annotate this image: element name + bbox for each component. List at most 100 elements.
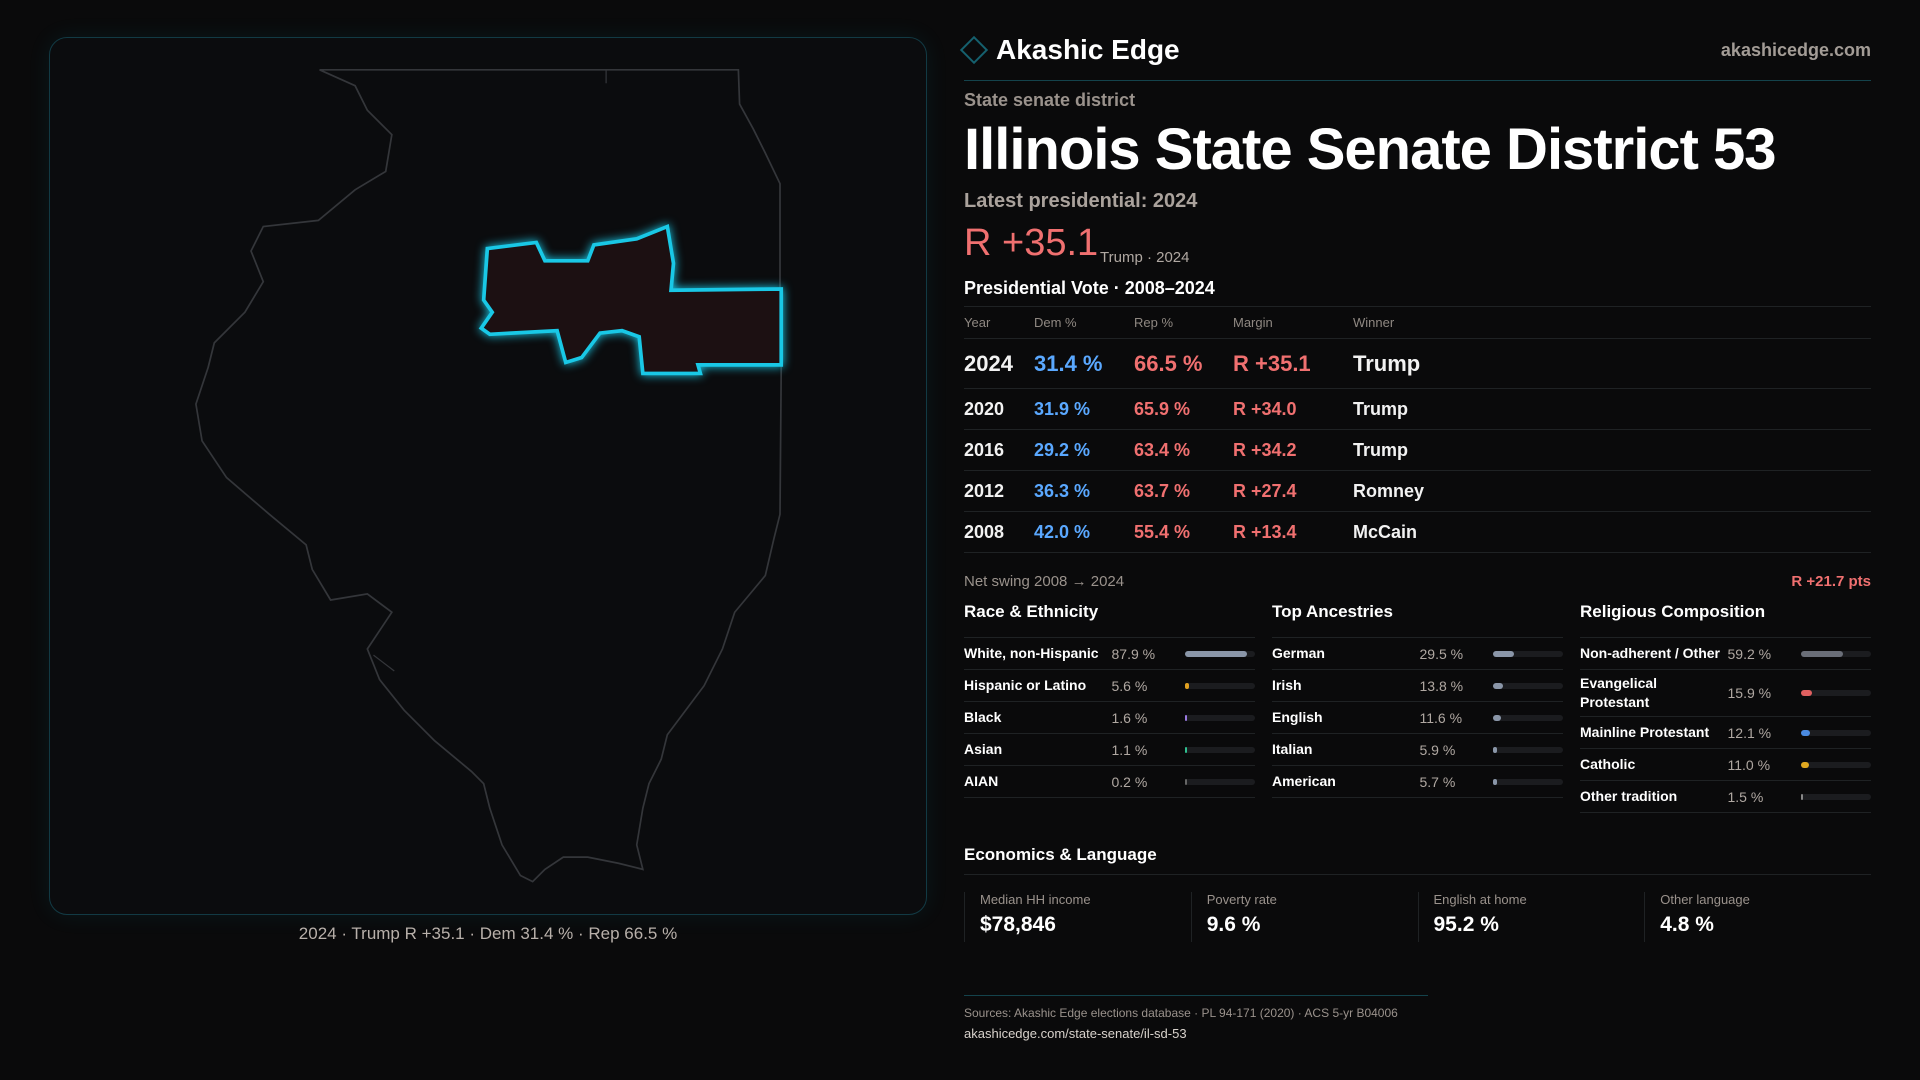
- ancestry-title: Top Ancestries: [1272, 600, 1563, 638]
- row-percent: 12.1 %: [1727, 724, 1772, 741]
- row-label: Irish: [1272, 677, 1302, 693]
- row-bar-fill: [1801, 690, 1813, 696]
- stat-value: 95.2 %: [1433, 913, 1499, 936]
- cell-dem: 36.3 %: [1034, 470, 1134, 512]
- illinois-outline: [195, 68, 783, 883]
- col-winner: Winner: [1353, 306, 1871, 339]
- stat-value: 4.8 %: [1660, 913, 1714, 936]
- row-bar-track: [1185, 778, 1256, 785]
- map-caption: 2024 · Trump R +35.1 · Dem 31.4 % · Rep …: [298, 924, 678, 943]
- stat-value: 9.6 %: [1206, 913, 1261, 936]
- cell-dem: 29.2 %: [1034, 429, 1134, 471]
- ancestry-row: Italian 5.9 %: [1272, 734, 1564, 766]
- row-bar-track: [1801, 761, 1872, 768]
- district-53-highlight[interactable]: [478, 223, 784, 376]
- stat-label: English at home: [1433, 892, 1527, 907]
- row-bar-track: [1493, 778, 1564, 785]
- religion-row: Mainline Protestant 12.1 %: [1580, 717, 1872, 749]
- row-bar-track: [1801, 793, 1872, 800]
- brand-name: Akashic Edge: [996, 34, 1180, 65]
- row-percent: 1.1 %: [1111, 741, 1148, 758]
- stat-label: Poverty rate: [1206, 892, 1277, 907]
- race-title: Race & Ethnicity: [964, 600, 1255, 638]
- row-bar-track: [1801, 650, 1872, 657]
- row-bar-fill: [1185, 778, 1188, 785]
- economics-divider: [964, 874, 1871, 875]
- row-percent: 1.5 %: [1727, 788, 1764, 805]
- row-label: Hispanic or Latino: [964, 677, 1087, 693]
- stat-card-poverty: Poverty rate 9.6 %: [1190, 892, 1418, 942]
- row-percent: 13.8 %: [1419, 677, 1464, 694]
- page-url[interactable]: akashicedge.com/state-senate/il-sd-53: [964, 1026, 1187, 1041]
- site-link[interactable]: akashicedge.com: [1720, 40, 1871, 60]
- diamond-logo-icon: [959, 35, 989, 65]
- stat-card-income: Median HH income $78,846: [964, 892, 1191, 942]
- row-label: Catholic: [1580, 756, 1636, 772]
- vote-row-2008: 2008 42.0 % 55.4 % R +13.4 McCain: [964, 511, 1871, 553]
- cell-margin: R +34.2: [1233, 429, 1353, 471]
- cell-rep: 63.7 %: [1134, 470, 1233, 512]
- ancestry-row: English 11.6 %: [1272, 702, 1564, 734]
- col-dem: Dem %: [1034, 306, 1134, 339]
- cell-winner: Romney: [1353, 470, 1871, 512]
- row-bar-fill: [1185, 746, 1188, 753]
- vote-row-2012: 2012 36.3 % 63.7 % R +27.4 Romney: [964, 470, 1871, 512]
- row-percent: 59.2 %: [1727, 645, 1772, 662]
- cell-winner: Trump: [1353, 429, 1871, 471]
- cell-rep: 55.4 %: [1134, 511, 1233, 553]
- cell-margin: R +13.4: [1233, 511, 1353, 553]
- row-label: American: [1272, 773, 1336, 789]
- latest-presidential: Latest presidential: 2024: [964, 190, 1198, 212]
- cell-year: 2012: [964, 470, 1034, 512]
- row-bar-track: [1493, 682, 1564, 689]
- vote-row-2020: 2020 31.9 % 65.9 % R +34.0 Trump: [964, 388, 1871, 430]
- vote-table-header: Year Dem % Rep % Margin Winner: [964, 306, 1871, 339]
- economics-cards: Median HH income $78,846 Poverty rate 9.6 …: [964, 892, 1871, 942]
- row-bar-track: [1493, 714, 1564, 721]
- cell-winner: Trump: [1353, 338, 1871, 389]
- row-percent: 5.6 %: [1111, 677, 1148, 694]
- row-bar-fill: [1493, 746, 1498, 753]
- row-label: Other tradition: [1580, 788, 1678, 804]
- row-bar-fill: [1185, 714, 1188, 721]
- cell-margin: R +35.1: [1233, 338, 1353, 389]
- religion-row: Catholic 11.0 %: [1580, 749, 1872, 781]
- stat-card-other-language: Other language 4.8 %: [1644, 892, 1871, 942]
- brand[interactable]: Akashic Edge: [959, 34, 1180, 66]
- footer-divider: [964, 995, 1428, 996]
- row-percent: 29.5 %: [1419, 645, 1464, 662]
- economics-title: Economics & Language: [964, 845, 1157, 864]
- stat-value: $78,846: [980, 913, 1056, 936]
- row-bar-track: [1185, 746, 1256, 753]
- row-percent: 11.6 %: [1419, 709, 1463, 726]
- row-label: Italian: [1272, 741, 1313, 757]
- row-bar-fill: [1801, 729, 1810, 736]
- race-row: AIAN 0.2 %: [964, 766, 1256, 798]
- row-bar-fill: [1493, 714, 1502, 721]
- stat-label: Other language: [1660, 892, 1750, 907]
- ancestry-section: Top Ancestries German 29.5 % Irish 13.8 %…: [1272, 600, 1564, 798]
- cell-year: 2016: [964, 429, 1034, 471]
- cell-dem: 31.4 %: [1034, 338, 1134, 389]
- cell-winner: Trump: [1353, 388, 1871, 430]
- cell-rep: 63.4 %: [1134, 429, 1233, 471]
- page-title: Illinois State Senate District 53: [964, 117, 1777, 182]
- race-row: Asian 1.1 %: [964, 734, 1256, 766]
- row-label: Evangelical Protestant: [1580, 675, 1658, 710]
- row-bar-fill: [1493, 778, 1498, 785]
- row-label: Asian: [964, 741, 1003, 757]
- cell-dem: 42.0 %: [1034, 511, 1134, 553]
- stat-card-english: English at home 95.2 %: [1417, 892, 1645, 942]
- district-type: State senate district: [964, 90, 1136, 110]
- row-bar-track: [1185, 682, 1256, 689]
- ancestry-row: German 29.5 %: [1272, 638, 1564, 670]
- religion-row: Evangelical Protestant 15.9 %: [1580, 670, 1872, 717]
- row-percent: 11.0 %: [1727, 756, 1771, 773]
- race-section: Race & Ethnicity White, non-Hispanic 87.9…: [964, 600, 1256, 798]
- race-row: Hispanic or Latino 5.6 %: [964, 670, 1256, 702]
- row-bar-fill: [1185, 682, 1190, 689]
- stat-label: Median HH income: [980, 892, 1091, 907]
- sources-text: Sources: Akashic Edge elections database…: [964, 1006, 1398, 1020]
- header-divider: [964, 80, 1871, 81]
- cell-year: 2020: [964, 388, 1034, 430]
